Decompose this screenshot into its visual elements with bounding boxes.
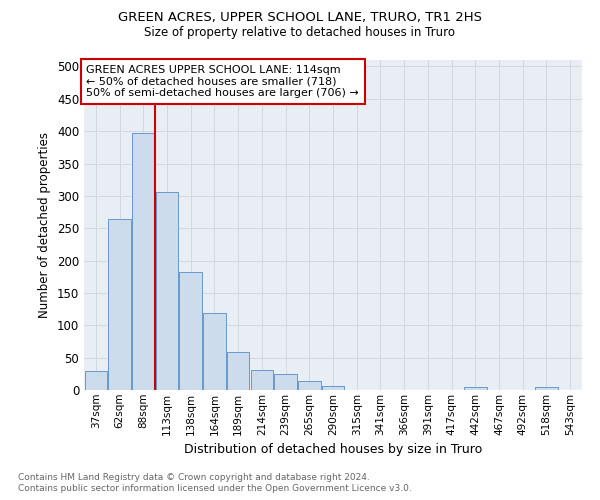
Text: Contains public sector information licensed under the Open Government Licence v3: Contains public sector information licen…	[18, 484, 412, 493]
X-axis label: Distribution of detached houses by size in Truro: Distribution of detached houses by size …	[184, 443, 482, 456]
Bar	[464, 387, 487, 390]
Y-axis label: Number of detached properties: Number of detached properties	[38, 132, 52, 318]
Bar	[227, 352, 250, 390]
Bar	[85, 371, 107, 390]
Bar	[132, 133, 155, 390]
Text: GREEN ACRES UPPER SCHOOL LANE: 114sqm
← 50% of detached houses are smaller (718): GREEN ACRES UPPER SCHOOL LANE: 114sqm ← …	[86, 65, 359, 98]
Text: GREEN ACRES, UPPER SCHOOL LANE, TRURO, TR1 2HS: GREEN ACRES, UPPER SCHOOL LANE, TRURO, T…	[118, 11, 482, 24]
Bar	[203, 313, 226, 390]
Bar	[179, 272, 202, 390]
Text: Contains HM Land Registry data © Crown copyright and database right 2024.: Contains HM Land Registry data © Crown c…	[18, 472, 370, 482]
Bar	[251, 370, 273, 390]
Text: Size of property relative to detached houses in Truro: Size of property relative to detached ho…	[145, 26, 455, 39]
Bar	[322, 386, 344, 390]
Bar	[274, 374, 297, 390]
Bar	[156, 192, 178, 390]
Bar	[298, 381, 320, 390]
Bar	[109, 219, 131, 390]
Bar	[535, 388, 557, 390]
